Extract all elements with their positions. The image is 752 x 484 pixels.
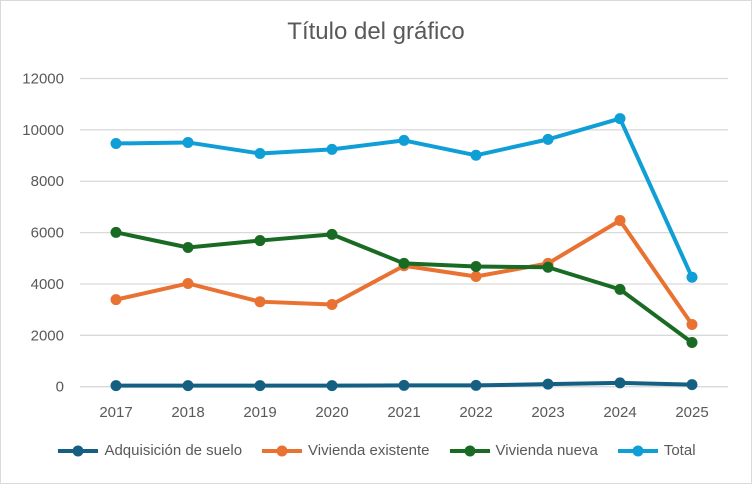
data-point: [254, 380, 266, 392]
data-point: [686, 271, 698, 283]
legend-item: Adquisición de suelo: [56, 442, 242, 459]
data-point: [542, 133, 554, 145]
data-point: [542, 378, 554, 390]
x-tick-label: 2022: [459, 404, 492, 421]
y-tick-label: 6000: [31, 225, 64, 242]
data-point: [254, 296, 266, 308]
data-point: [110, 294, 122, 306]
data-point: [686, 379, 698, 391]
legend-label: Vivienda nueva: [495, 442, 598, 459]
data-point: [470, 261, 482, 273]
data-point: [110, 137, 122, 149]
legend-label: Vivienda existente: [308, 442, 430, 459]
x-tick-label: 2019: [243, 404, 276, 421]
data-point: [614, 377, 626, 389]
data-point: [398, 379, 410, 391]
data-point: [254, 147, 266, 159]
legend: Adquisición de suelo Vivienda existente Vi…: [0, 442, 752, 459]
x-tick-label: 2017: [99, 404, 132, 421]
data-point: [182, 380, 194, 392]
data-point: [470, 271, 482, 283]
data-point: [326, 380, 338, 392]
y-tick-label: 4000: [31, 276, 64, 293]
data-point: [182, 277, 194, 289]
legend-item: Total: [616, 442, 696, 459]
x-tick-label: 2025: [675, 404, 708, 421]
x-tick-label: 2018: [171, 404, 204, 421]
series-line-1: [115, 218, 694, 326]
data-point: [326, 228, 338, 240]
data-point: [182, 136, 194, 148]
data-point: [254, 235, 266, 247]
data-point: [398, 257, 410, 269]
data-point: [686, 319, 698, 331]
legend-item: Vivienda nueva: [448, 442, 598, 459]
data-point: [110, 226, 122, 238]
data-point: [686, 337, 698, 349]
data-point: [470, 379, 482, 391]
y-tick-label: 8000: [31, 173, 64, 190]
legend-label: Total: [663, 442, 696, 459]
legend-marker-icon: [58, 445, 99, 456]
chart-title: Título del gráfico: [287, 18, 465, 45]
legend-label: Adquisición de suelo: [104, 442, 243, 459]
legend-marker-icon: [262, 445, 303, 456]
legend-item: Vivienda existente: [260, 442, 430, 459]
x-tick-label: 2024: [603, 404, 636, 421]
data-point: [614, 283, 626, 295]
data-point: [182, 241, 194, 253]
data-point: [326, 299, 338, 311]
legend-marker-icon: [617, 445, 658, 456]
data-point: [110, 380, 122, 392]
x-tick-label: 2023: [531, 404, 564, 421]
legend-marker-icon: [449, 445, 490, 456]
data-point: [542, 261, 554, 273]
y-tick-label: 10000: [22, 122, 64, 139]
y-tick-label: 12000: [22, 71, 64, 88]
data-point: [614, 113, 626, 125]
data-point: [614, 215, 626, 227]
data-point: [326, 143, 338, 155]
y-tick-label: 0: [56, 379, 64, 396]
y-tick-label: 2000: [31, 327, 64, 344]
data-point: [398, 134, 410, 146]
x-tick-label: 2020: [315, 404, 348, 421]
data-point: [470, 149, 482, 161]
x-tick-label: 2021: [387, 404, 420, 421]
